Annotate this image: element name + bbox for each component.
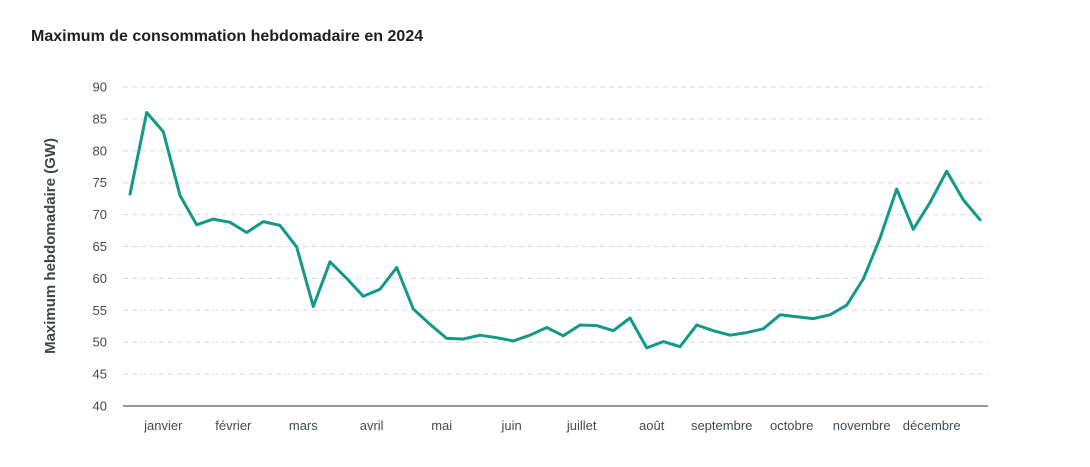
y-tick-label: 75 — [93, 175, 107, 190]
y-tick-label: 60 — [93, 271, 107, 286]
x-tick-label: avril — [360, 418, 384, 433]
y-tick-label: 70 — [93, 207, 107, 222]
y-tick-label: 45 — [93, 367, 107, 382]
x-tick-label: février — [215, 418, 252, 433]
y-axis-label: Maximum hebdomadaire (GW) — [42, 138, 59, 354]
y-tick-label: 50 — [93, 335, 107, 350]
y-tick-label: 65 — [93, 239, 107, 254]
x-tick-label: janvier — [143, 418, 183, 433]
x-tick-label: octobre — [770, 418, 813, 433]
y-axis-ticks: 40 45 50 55 60 65 70 75 80 85 90 — [93, 80, 107, 414]
x-tick-label: juillet — [566, 418, 597, 433]
gridlines — [123, 86, 988, 375]
x-axis-ticks: janvier février mars avril mai juin juillet aoû… — [143, 418, 960, 433]
y-tick-label: 80 — [93, 143, 107, 158]
x-tick-label: juin — [501, 418, 522, 433]
y-tick-label: 85 — [93, 111, 107, 126]
y-tick-label: 90 — [93, 80, 107, 95]
y-tick-label: 40 — [93, 399, 107, 414]
x-tick-label: septembre — [691, 418, 752, 433]
x-tick-label: décembre — [903, 418, 961, 433]
x-tick-label: novembre — [833, 418, 891, 433]
x-tick-label: août — [639, 418, 665, 433]
y-tick-label: 55 — [93, 303, 107, 318]
x-tick-label: mai — [431, 418, 452, 433]
chart-title: Maximum de consommation hebdomadaire en … — [31, 28, 424, 45]
x-tick-label: mars — [289, 418, 318, 433]
series-line — [128, 111, 982, 350]
